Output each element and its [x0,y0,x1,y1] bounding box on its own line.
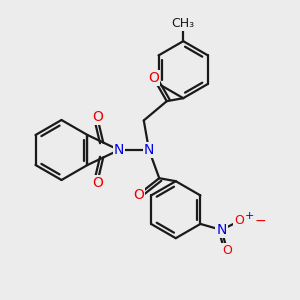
Text: O: O [92,110,103,124]
Text: −: − [255,214,266,228]
Text: O: O [92,176,103,190]
Text: N: N [216,223,226,237]
Text: N: N [114,143,124,157]
Text: O: O [133,188,144,202]
Text: O: O [148,71,159,85]
Text: N: N [144,143,154,157]
Text: +: + [245,212,255,221]
Text: O: O [223,244,232,257]
Text: CH₃: CH₃ [172,17,195,30]
Text: O: O [235,214,244,227]
